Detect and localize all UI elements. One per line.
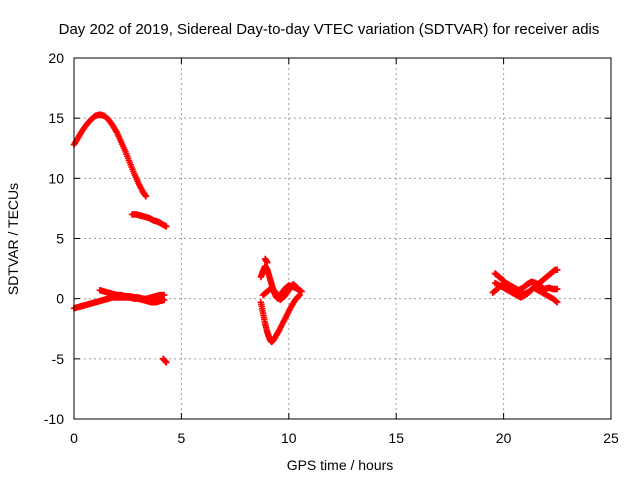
x-tick-label: 15: [388, 430, 404, 446]
tick-layer: 0 5 10 15 20 25 -10 -5 0 5 10 15 20: [44, 50, 619, 446]
data-point-arc-9: [264, 259, 271, 266]
y-tick-label: -5: [52, 351, 65, 367]
y-tick-label: 20: [48, 50, 64, 66]
chart-title: Day 202 of 2019, Sidereal Day-to-day VTE…: [59, 21, 600, 38]
data-point-arc-1: [142, 193, 150, 200]
y-tick-label: 10: [48, 170, 64, 186]
x-axis-label: GPS time / hours: [287, 457, 394, 473]
grid-layer: [74, 58, 611, 419]
data-point-arc-8: [294, 284, 301, 292]
data-point-arc-4: [161, 291, 168, 299]
y-tick-label: 5: [56, 231, 64, 247]
data-point-arc-12: [554, 299, 561, 306]
data-point-arc-10: [554, 266, 561, 273]
data-point-arc-2: [163, 223, 170, 230]
y-tick-label: 0: [56, 291, 64, 307]
data-points: [70, 111, 561, 366]
data-point-arc-7: [298, 288, 305, 295]
x-tick-label: 25: [603, 430, 619, 446]
y-axis-label: SDTVAR / TECUs: [5, 183, 21, 295]
x-tick-label: 0: [70, 430, 78, 446]
data-point-arc-5: [163, 359, 170, 366]
y-tick-label: -10: [44, 411, 64, 427]
x-tick-label: 10: [281, 430, 297, 446]
data-point-arc-6: [295, 292, 302, 300]
y-tick-label: 15: [48, 110, 64, 126]
data-point-arc-11: [554, 285, 561, 293]
x-tick-label: 5: [178, 430, 186, 446]
x-tick-label: 20: [496, 430, 512, 446]
